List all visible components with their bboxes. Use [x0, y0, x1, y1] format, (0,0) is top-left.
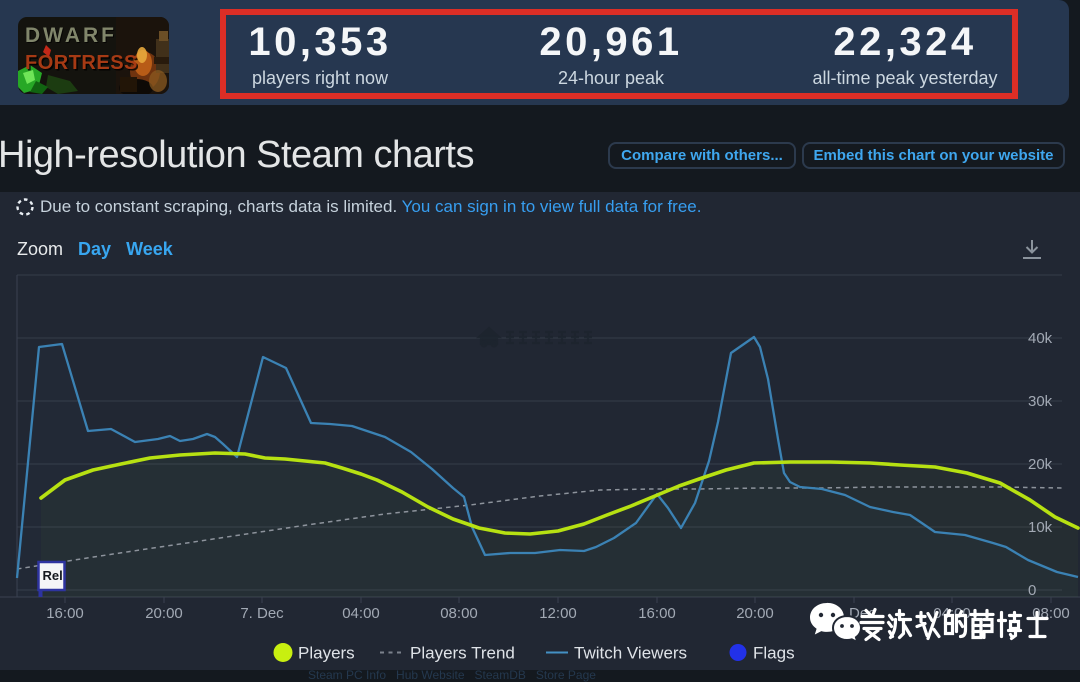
- svg-text:16:00: 16:00: [638, 605, 676, 622]
- svg-text:DWARF: DWARF: [26, 25, 118, 48]
- svg-text:DWARF: DWARF: [25, 24, 117, 47]
- svg-text:Twitch Viewers: Twitch Viewers: [574, 644, 687, 663]
- svg-text:20:00: 20:00: [736, 605, 774, 622]
- svg-text:FORTRESS: FORTRESS: [25, 52, 138, 74]
- svg-text:0: 0: [1028, 582, 1036, 599]
- svg-text:20k: 20k: [1028, 456, 1053, 473]
- svg-text:30k: 30k: [1028, 393, 1053, 410]
- svg-text:40k: 40k: [1028, 330, 1053, 347]
- svg-text:20:00: 20:00: [145, 605, 183, 622]
- svg-text:12:00: 12:00: [539, 605, 577, 622]
- svg-text:FORTRESS: FORTRESS: [27, 54, 140, 76]
- svg-text:Players Trend: Players Trend: [410, 644, 515, 663]
- svg-text:04:00: 04:00: [933, 605, 971, 622]
- svg-text:7. Dec: 7. Dec: [240, 605, 284, 622]
- svg-text:10k: 10k: [1028, 519, 1053, 536]
- svg-text:08:00: 08:00: [440, 605, 478, 622]
- svg-text:04:00: 04:00: [342, 605, 380, 622]
- svg-text:16:00: 16:00: [46, 605, 84, 622]
- svg-text:Players: Players: [298, 644, 355, 663]
- svg-text:Flags: Flags: [753, 644, 795, 663]
- svg-text:Rel: Rel: [43, 568, 63, 583]
